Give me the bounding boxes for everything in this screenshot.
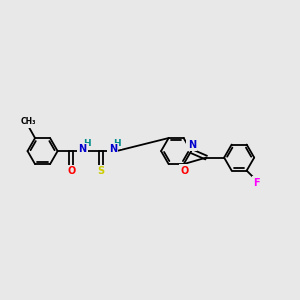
Text: O: O xyxy=(180,166,188,176)
Text: N: N xyxy=(109,144,117,154)
Text: N: N xyxy=(79,144,87,154)
Text: N: N xyxy=(188,140,196,150)
Text: CH₃: CH₃ xyxy=(21,117,36,126)
Text: O: O xyxy=(67,166,75,176)
Text: F: F xyxy=(254,178,260,188)
Text: S: S xyxy=(98,166,105,176)
Text: H: H xyxy=(113,139,121,148)
Text: H: H xyxy=(83,139,90,148)
